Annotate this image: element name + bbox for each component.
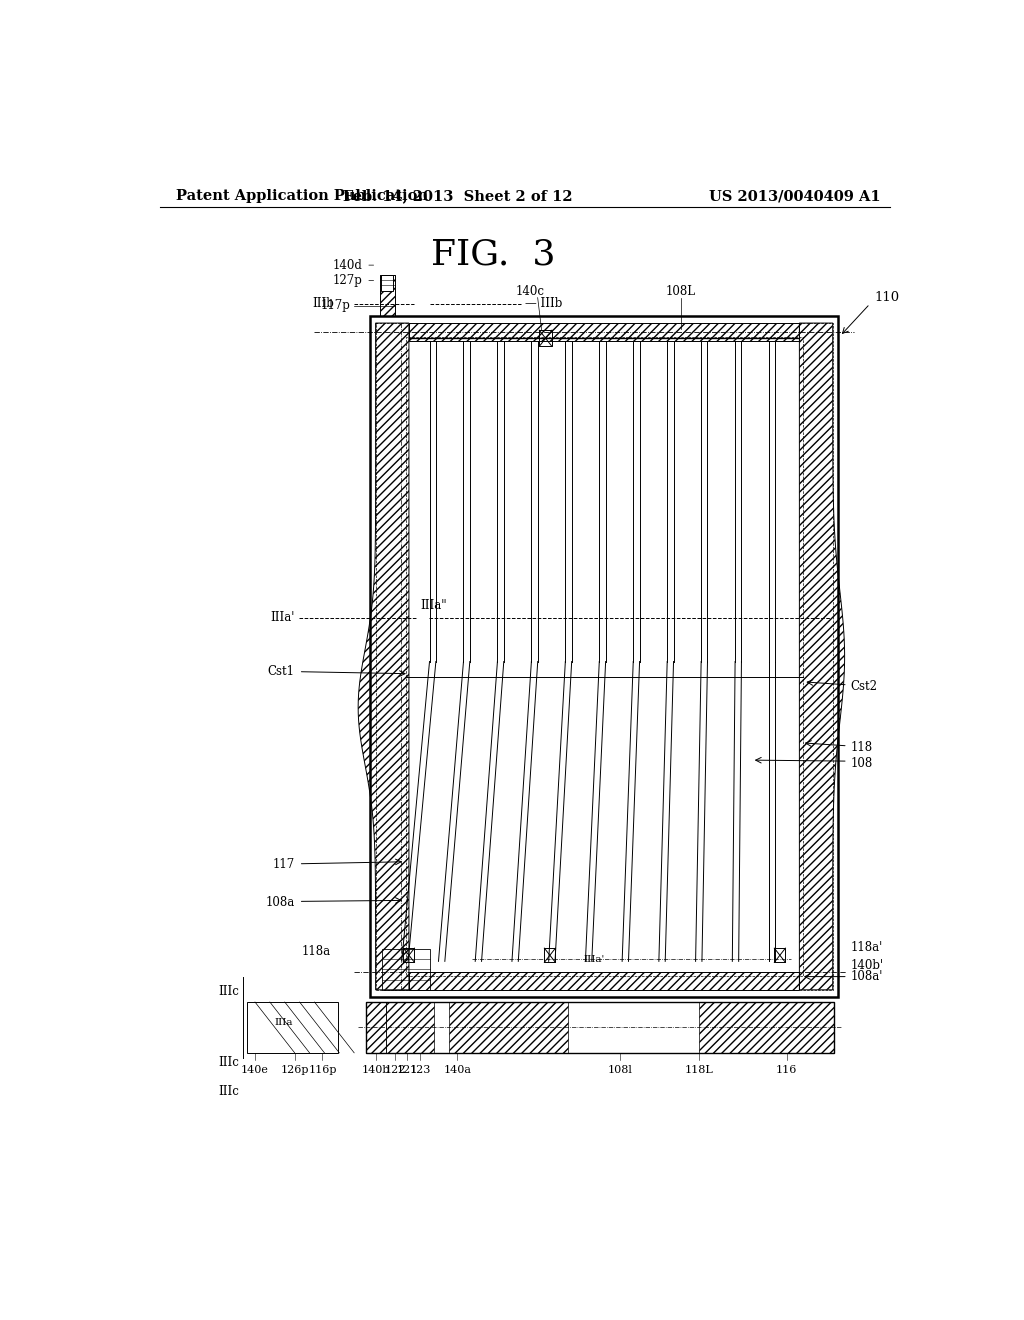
Text: 127p: 127p [332,273,362,286]
Bar [382,949,430,990]
Bar [409,972,800,990]
Text: IIIc: IIIc [218,1056,239,1069]
Bar [409,323,800,342]
Text: 108a: 108a [265,896,295,909]
Bar [376,323,833,990]
Bar [403,948,415,962]
Text: Feb. 14, 2013  Sheet 2 of 12: Feb. 14, 2013 Sheet 2 of 12 [343,189,572,203]
Bar [545,948,555,962]
Text: 116p: 116p [308,1065,337,1074]
Text: 140b': 140b' [850,958,884,972]
Text: 118L: 118L [685,1065,714,1074]
Text: Cst1: Cst1 [267,665,295,678]
Bar [367,1002,386,1053]
Text: 123: 123 [410,1065,431,1074]
Text: 108: 108 [850,756,872,770]
Text: 110: 110 [874,292,899,304]
Text: 108L: 108L [666,285,695,297]
Bar [380,276,395,315]
Bar [406,338,803,975]
Text: 140d: 140d [332,259,362,272]
Text: IIIb: IIIb [312,297,334,310]
Text: 140b: 140b [361,1065,390,1074]
Text: 117: 117 [272,858,295,871]
Text: 118: 118 [850,742,872,755]
Text: IIIc: IIIc [218,1085,239,1098]
Text: 140c: 140c [515,285,544,297]
Text: 108l: 108l [607,1065,633,1074]
Text: 122: 122 [385,1065,407,1074]
Text: Cst2: Cst2 [850,680,878,693]
Bar [774,948,785,962]
Bar [699,1002,835,1053]
Text: IIIa": IIIa" [421,599,447,611]
Bar [381,276,393,290]
Text: IIIc: IIIc [218,985,239,998]
Bar [386,1002,433,1053]
Text: IIIa': IIIa' [584,954,605,964]
Bar [370,315,839,997]
Text: 118a: 118a [301,945,331,958]
Text: Patent Application Publication: Patent Application Publication [176,189,428,203]
Bar [247,1002,338,1053]
Text: FIG.  3: FIG. 3 [431,238,555,272]
Text: IIIa: IIIa [274,1018,293,1027]
Text: 126p: 126p [281,1065,309,1074]
Text: 118a': 118a' [850,941,883,953]
Text: IIIa': IIIa' [270,611,295,624]
Text: 140e: 140e [241,1065,269,1074]
Text: 121: 121 [396,1065,418,1074]
Bar [540,330,552,346]
Bar [450,1002,568,1053]
Text: 117p: 117p [321,300,350,313]
Text: 140a: 140a [443,1065,471,1074]
Bar [367,1002,835,1053]
Text: — IIIb: — IIIb [524,297,562,310]
Text: US 2013/0040409 A1: US 2013/0040409 A1 [709,189,881,203]
Text: 108a': 108a' [850,970,883,983]
Text: 116: 116 [776,1065,798,1074]
